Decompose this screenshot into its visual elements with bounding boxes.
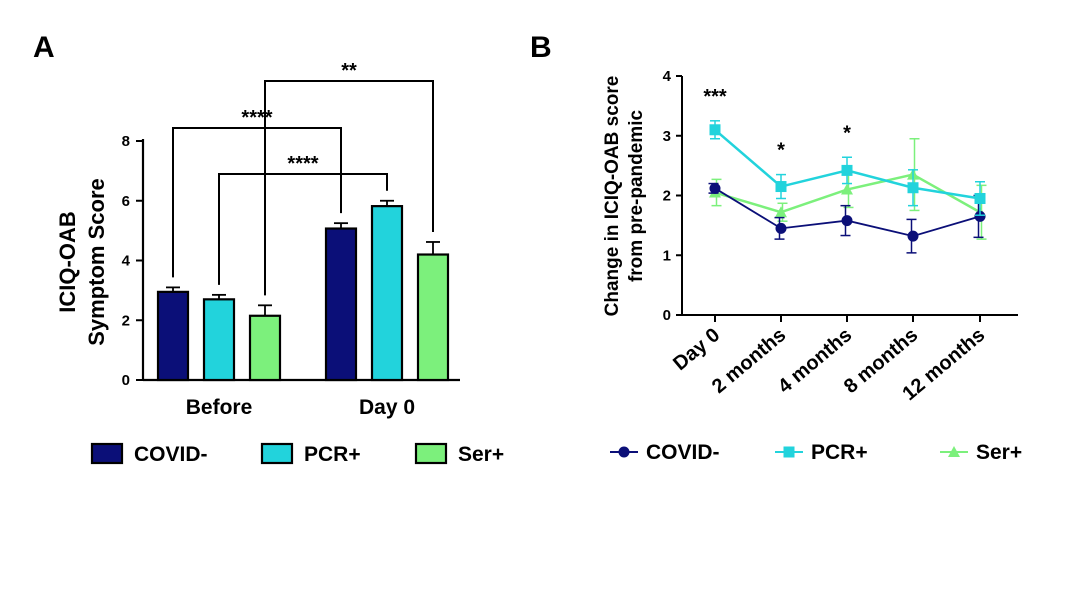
legend-label-a: Ser+ <box>458 443 504 466</box>
significance-label-b: * <box>777 140 785 162</box>
data-point-pcr <box>709 124 721 136</box>
legend-label-b: Ser+ <box>976 441 1022 464</box>
significance-label-b: * <box>843 122 851 144</box>
x-category-label-a: Before <box>186 396 253 419</box>
series-line-covid <box>714 187 981 238</box>
data-point-ser <box>841 183 853 195</box>
x-category-label-a: Day 0 <box>359 396 415 419</box>
bar-covid-0 <box>156 290 190 382</box>
y-axis-label-b: Change in ICIQ-OAB score from pre-pandemi… <box>602 76 647 317</box>
y-tick-label-a: 6 <box>122 193 130 210</box>
bar-ser-1 <box>416 253 450 382</box>
data-point-covid <box>709 182 721 194</box>
y-axis-label-a: ICIQ-OAB Symptom Score <box>55 178 109 346</box>
bar-ser-0 <box>248 314 282 382</box>
y-tick-label-b: 4 <box>663 68 672 85</box>
data-point-ser <box>775 206 787 218</box>
y-axis-label-line-a: ICIQ-OAB <box>55 211 80 312</box>
y-tick-label-b: 2 <box>663 188 671 205</box>
significance-bracket-a <box>172 127 342 278</box>
panel-a-label: A <box>33 31 55 64</box>
y-axis-label-line-b: from pre-pandemic <box>626 110 647 283</box>
data-point-pcr <box>775 181 787 193</box>
legend-label-b: PCR+ <box>811 441 868 464</box>
panel-b-label: B <box>530 31 552 64</box>
data-point-pcr <box>907 182 919 194</box>
legend-swatch-a <box>414 442 448 465</box>
y-tick-label-a: 0 <box>122 372 130 389</box>
y-tick-label-b: 3 <box>663 128 671 145</box>
significance-bracket-a <box>218 173 388 285</box>
bar-pcr-1 <box>370 205 404 382</box>
x-category-label-b: Day 0 <box>669 324 724 375</box>
data-point-covid <box>775 222 787 234</box>
y-axis-label-line-a: Symptom Score <box>84 178 109 346</box>
y-tick-label-a: 4 <box>122 253 131 270</box>
data-point-pcr <box>841 164 853 176</box>
legend-swatch-a <box>260 442 294 465</box>
y-tick-label-b: 1 <box>663 247 671 264</box>
legend-marker-b <box>618 446 630 458</box>
legend-label-a: COVID- <box>134 443 208 466</box>
bar-pcr-0 <box>202 298 236 382</box>
legend-label-b: COVID- <box>646 441 720 464</box>
data-point-covid <box>907 230 919 242</box>
significance-label-a: **** <box>241 107 272 129</box>
data-point-covid <box>841 215 853 227</box>
y-tick-label-a: 2 <box>122 312 130 329</box>
legend-marker-b <box>948 446 960 457</box>
significance-bracket-a <box>264 80 434 296</box>
significance-label-a: **** <box>287 153 318 175</box>
legend-marker-b <box>783 446 795 458</box>
bar-covid-1 <box>324 227 358 382</box>
y-tick-label-a: 8 <box>122 133 130 150</box>
legend-label-a: PCR+ <box>304 443 361 466</box>
data-point-covid <box>974 210 986 222</box>
data-point-pcr <box>974 192 986 204</box>
legend-swatch-a <box>90 442 124 465</box>
significance-label-a: ** <box>341 60 357 82</box>
y-tick-label-b: 0 <box>663 307 671 324</box>
significance-label-b: *** <box>703 86 727 108</box>
y-axis-label-line-b: Change in ICIQ-OAB score <box>602 76 623 317</box>
